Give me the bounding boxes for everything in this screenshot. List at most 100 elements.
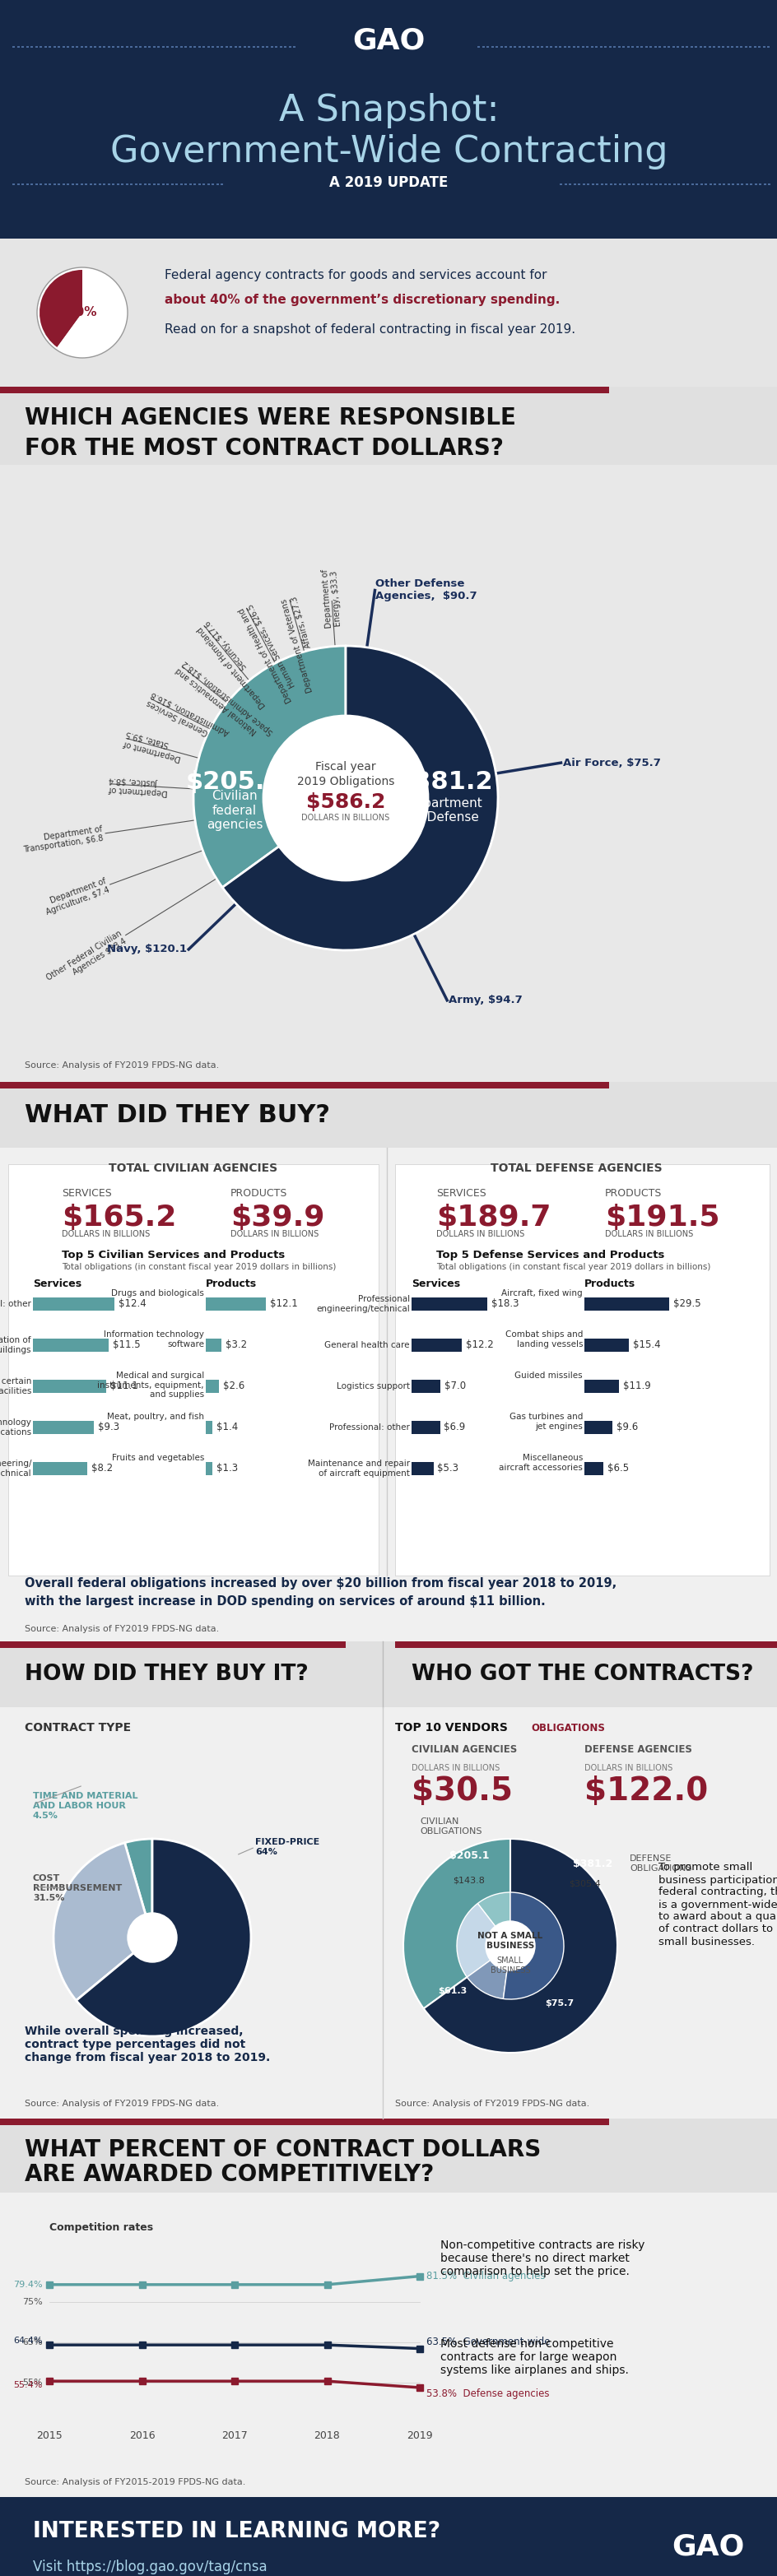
Text: 64.4%: 64.4% (13, 2336, 43, 2344)
Text: $1.4: $1.4 (217, 1422, 239, 1432)
Text: Department of Health and
Human Services, $26.5: Department of Health and Human Services,… (237, 603, 302, 703)
Text: $381.2: $381.2 (572, 1857, 611, 1868)
Text: $9.3: $9.3 (98, 1422, 120, 1432)
Text: Operation of certain
R&D facilities: Operation of certain R&D facilities (0, 1378, 31, 1396)
Text: INTERESTED IN LEARNING MORE?: INTERESTED IN LEARNING MORE? (33, 2522, 440, 2543)
Text: 55%: 55% (23, 2378, 43, 2388)
Text: PRODUCTS: PRODUCTS (605, 1188, 661, 1198)
Text: GAO: GAO (671, 2532, 744, 2561)
Wedge shape (466, 1945, 510, 1999)
Text: $165.2: $165.2 (61, 1203, 176, 1231)
Text: Other Defense
Agencies,  $90.7: Other Defense Agencies, $90.7 (375, 580, 476, 603)
Text: $11.9: $11.9 (622, 1381, 650, 1391)
Text: Professional: other: Professional: other (329, 1425, 409, 1432)
Text: Source: Analysis of FY2019 FPDS-NG data.: Source: Analysis of FY2019 FPDS-NG data. (25, 2099, 219, 2107)
Text: TIME AND MATERIAL
AND LABOR HOUR
4.5%: TIME AND MATERIAL AND LABOR HOUR 4.5% (33, 1793, 138, 1819)
Text: Source: Analysis of FY2019 FPDS-NG data.: Source: Analysis of FY2019 FPDS-NG data. (395, 2099, 589, 2107)
Text: DOLLARS IN BILLIONS: DOLLARS IN BILLIONS (61, 1229, 150, 1239)
Text: 53.8%  Defense agencies: 53.8% Defense agencies (426, 2388, 549, 2398)
Text: $12.2: $12.2 (465, 1340, 493, 1350)
Bar (584, 1422, 611, 1435)
Bar (33, 1298, 114, 1311)
Text: BUSINESS: BUSINESS (490, 1965, 530, 1976)
Text: Gas turbines and
jet engines: Gas turbines and jet engines (509, 1412, 582, 1430)
Text: While overall spending increased,
contract type percentages did not
change from : While overall spending increased, contra… (25, 2025, 270, 2063)
Bar (584, 1340, 628, 1352)
Text: Miscellaneous
aircraft accessories: Miscellaneous aircraft accessories (498, 1453, 582, 1471)
Text: WHICH AGENCIES WERE RESPONSIBLE: WHICH AGENCIES WERE RESPONSIBLE (25, 407, 515, 430)
Text: TOTAL CIVILIAN AGENCIES: TOTAL CIVILIAN AGENCIES (109, 1162, 277, 1175)
Text: Read on for a snapshot of federal contracting in fiscal year 2019.: Read on for a snapshot of federal contra… (165, 322, 575, 335)
Text: 2018: 2018 (314, 2429, 340, 2439)
Text: 2019: 2019 (406, 2429, 432, 2439)
Text: Guided missiles: Guided missiles (514, 1370, 582, 1381)
Bar (395, 1164, 768, 1577)
Bar (0, 1149, 777, 1641)
Text: $305.4: $305.4 (568, 1880, 600, 1888)
Text: General health care: General health care (324, 1342, 409, 1350)
Text: Overall federal obligations increased by over $20 billion from fiscal year 2018 : Overall federal obligations increased by… (25, 1577, 616, 1589)
Bar (0, 1708, 777, 2117)
Text: $586.2: $586.2 (305, 793, 385, 811)
Wedge shape (222, 647, 497, 951)
Bar (584, 1463, 602, 1476)
Bar (411, 1463, 433, 1476)
Text: $189.7: $189.7 (436, 1203, 550, 1231)
Text: WHO GOT THE CONTRACTS?: WHO GOT THE CONTRACTS? (411, 1664, 753, 1685)
Text: Maintenance and repair
of aircraft equipment: Maintenance and repair of aircraft equip… (308, 1461, 409, 1479)
Bar (411, 1340, 462, 1352)
Text: DOLLARS IN BILLIONS: DOLLARS IN BILLIONS (605, 1229, 692, 1239)
Text: Non-competitive contracts are risky
because there's no direct market
comparison : Non-competitive contracts are risky beca… (440, 2239, 644, 2277)
Wedge shape (54, 1842, 152, 2002)
Text: $61.3: $61.3 (437, 1986, 467, 1996)
Text: Professional: other: Professional: other (0, 1301, 31, 1309)
Bar (411, 1298, 486, 1311)
Text: Professional engineering/
technical: Professional engineering/ technical (0, 1461, 31, 1479)
Wedge shape (124, 1839, 152, 1937)
Text: $8.2: $8.2 (91, 1463, 113, 1473)
Bar (0, 2496, 777, 2576)
Text: National Aeronautics and
Space Administration, $18.2: National Aeronautics and Space Administr… (175, 657, 274, 744)
Bar (9, 1164, 378, 1577)
Text: DEFENSE AGENCIES: DEFENSE AGENCIES (584, 1744, 692, 1754)
Text: $2.6: $2.6 (222, 1381, 244, 1391)
Text: $18.3: $18.3 (490, 1298, 518, 1309)
Text: $30.5: $30.5 (411, 1775, 512, 1806)
Text: $5.3: $5.3 (437, 1463, 458, 1473)
Text: Department of
Justice, $8.4: Department of Justice, $8.4 (109, 775, 169, 796)
Text: 65%: 65% (23, 2339, 43, 2347)
Text: Department of
Energy, $33.3: Department of Energy, $33.3 (320, 569, 343, 629)
Text: $15.4: $15.4 (632, 1340, 660, 1350)
Text: Total obligations (in constant fiscal year 2019 dollars in billions): Total obligations (in constant fiscal ye… (436, 1262, 710, 1270)
Text: Most defense non-competitive
contracts are for large weapon
systems like airplan: Most defense non-competitive contracts a… (440, 2339, 628, 2375)
Text: 81.5%  Civilian agencies: 81.5% Civilian agencies (426, 2272, 545, 2282)
Text: Professional
engineering/technical: Professional engineering/technical (316, 1296, 409, 1314)
Text: 63.5%  Government-wide: 63.5% Government-wide (426, 2336, 549, 2347)
Circle shape (485, 1922, 535, 1971)
Text: DOLLARS IN BILLIONS: DOLLARS IN BILLIONS (230, 1229, 319, 1239)
Text: OBLIGATIONS: OBLIGATIONS (531, 1723, 605, 1734)
Bar (395, 1641, 777, 1649)
Wedge shape (423, 1839, 617, 2053)
Bar (0, 386, 777, 464)
Text: TOTAL DEFENSE AGENCIES: TOTAL DEFENSE AGENCIES (490, 1162, 661, 1175)
Text: Air Force, $75.7: Air Force, $75.7 (563, 757, 660, 768)
Text: SMALL: SMALL (497, 1958, 523, 1965)
Text: Services: Services (411, 1278, 460, 1288)
Text: A 2019 UPDATE: A 2019 UPDATE (329, 175, 448, 191)
Text: Competition rates: Competition rates (49, 2223, 153, 2233)
Bar (33, 1463, 87, 1476)
Text: $11.1: $11.1 (110, 1381, 138, 1391)
Text: 2019 Obligations: 2019 Obligations (297, 775, 394, 788)
Text: Operation of
miscellaneous buildings: Operation of miscellaneous buildings (0, 1337, 31, 1355)
Bar (0, 2192, 777, 2496)
Text: GAO: GAO (352, 28, 425, 54)
Wedge shape (76, 1839, 251, 2035)
Text: $12.1: $12.1 (270, 1298, 297, 1309)
Text: $6.9: $6.9 (444, 1422, 465, 1432)
Wedge shape (40, 270, 82, 348)
Text: PRODUCTS: PRODUCTS (230, 1188, 287, 1198)
Text: FIXED-PRICE
64%: FIXED-PRICE 64% (255, 1839, 319, 1855)
Text: $205.1: $205.1 (186, 770, 283, 793)
Text: FOR THE MOST CONTRACT DOLLARS?: FOR THE MOST CONTRACT DOLLARS? (25, 438, 503, 461)
